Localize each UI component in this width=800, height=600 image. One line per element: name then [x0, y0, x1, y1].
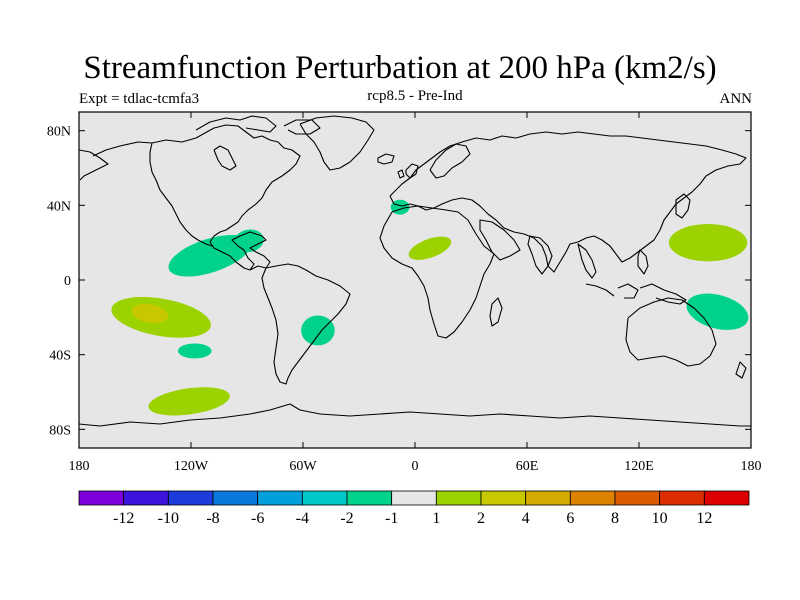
anomaly-region-w-pacific-nh: [668, 224, 748, 262]
coastline-antarctica: [79, 403, 751, 427]
colorbar-label: 2: [477, 510, 485, 527]
colorbar-label: -12: [113, 510, 134, 527]
colorbar-swatch: [123, 490, 169, 506]
lon-tick-label: 120W: [174, 459, 209, 474]
plot-title: Streamfunction Perturbation at 200 hPa (…: [83, 50, 717, 86]
colorbar-label: 1: [432, 510, 440, 527]
coastline-hudson: [213, 145, 237, 171]
colorbar-swatch: [391, 490, 437, 506]
colorbar-label: -6: [251, 510, 264, 527]
colorbar-swatch: [659, 490, 705, 506]
colorbar-label: -1: [385, 510, 398, 527]
coastline-north-america: [92, 124, 301, 271]
coastline-indochina: [577, 243, 597, 279]
colorbar-label: -4: [296, 510, 309, 527]
lon-tick-label: 180: [69, 459, 90, 474]
anomaly-region-southern-ocean: [148, 387, 230, 416]
coastline-africa: [379, 205, 495, 339]
coastline-india: [527, 235, 553, 275]
colorbar-label: -2: [340, 510, 353, 527]
colorbar-label: 8: [611, 510, 619, 527]
coastline-scandinavia: [429, 143, 471, 179]
colorbar-swatch: [435, 490, 482, 506]
coastlines: [79, 115, 751, 427]
colorbar-swatch: [480, 490, 527, 506]
anomaly-region-s-america: [301, 315, 335, 346]
coastline-new-zealand: [735, 361, 747, 379]
colorbar-label: 12: [696, 510, 712, 527]
colorbar-label: 6: [566, 510, 574, 527]
colorbar-swatch: [614, 490, 661, 506]
lon-tick-label: 60W: [289, 459, 317, 474]
colorbar-swatch: [257, 490, 303, 506]
colorbar-label: -8: [206, 510, 219, 527]
map-axes: 80N 40N 0 40S 80S 180 120W 60W 0 60E 120E 180: [47, 112, 762, 474]
coastline-west-coast: [149, 142, 213, 247]
lat-tick-label: 0: [64, 274, 71, 289]
colorbar-swatch: [301, 490, 348, 506]
anomaly-region-n-africa: [408, 236, 452, 260]
colorbar-swatch: [212, 490, 259, 506]
coastline-greenland: [299, 115, 375, 171]
colorbar-label: 4: [522, 510, 530, 527]
anomaly-region-se-pacific-core: [131, 303, 169, 324]
lon-tick-label: 120E: [624, 459, 654, 474]
colorbar-swatch: [569, 490, 616, 506]
colorbar-label: 10: [652, 510, 668, 527]
lat-tick-label: 80S: [49, 423, 71, 438]
coastline-south-america: [261, 263, 351, 385]
colorbar-swatch: [703, 490, 750, 506]
season-label: ANN: [719, 91, 753, 107]
colorbar-swatch: [525, 490, 571, 506]
anomaly-region-s-pacific-small: [177, 343, 212, 359]
lat-tick-label: 40S: [49, 349, 71, 364]
anomaly-region-e-pacific-nh: [168, 234, 251, 277]
lat-tick-label: 80N: [47, 125, 71, 140]
coastline-madagascar: [489, 297, 503, 327]
lon-tick-label: 0: [412, 459, 419, 474]
anomaly-region-sw-pacific: [686, 293, 749, 330]
lat-tick-label: 40N: [47, 199, 71, 214]
scenario-label: rcp8.5 - Pre-Ind: [367, 88, 463, 104]
colorbar-swatch: [346, 490, 393, 506]
colorbar: -12 -10 -8 -6 -4 -2 -1 1 2 4 6 8 10 12: [78, 490, 750, 527]
experiment-label: Expt = tdlac-tcmfa3: [79, 91, 200, 107]
coastline-alaska: [79, 149, 109, 181]
colorbar-swatch: [167, 490, 214, 506]
coastline-arctic-islands: [195, 115, 321, 135]
coastline-british-isles: [397, 163, 419, 179]
coastline-philippines: [637, 249, 649, 275]
coastline-australia: [625, 297, 717, 367]
lon-tick-label: 60E: [516, 459, 539, 474]
coastline-arabia: [479, 219, 521, 261]
coastline-indonesia: [585, 283, 687, 305]
colorbar-label: -10: [158, 510, 179, 527]
coastline-japan: [675, 193, 691, 219]
coastline-iceland: [377, 153, 395, 165]
lon-tick-label: 180: [741, 459, 762, 474]
colorbar-swatch: [78, 490, 125, 506]
coastline-eurasia: [389, 131, 747, 273]
